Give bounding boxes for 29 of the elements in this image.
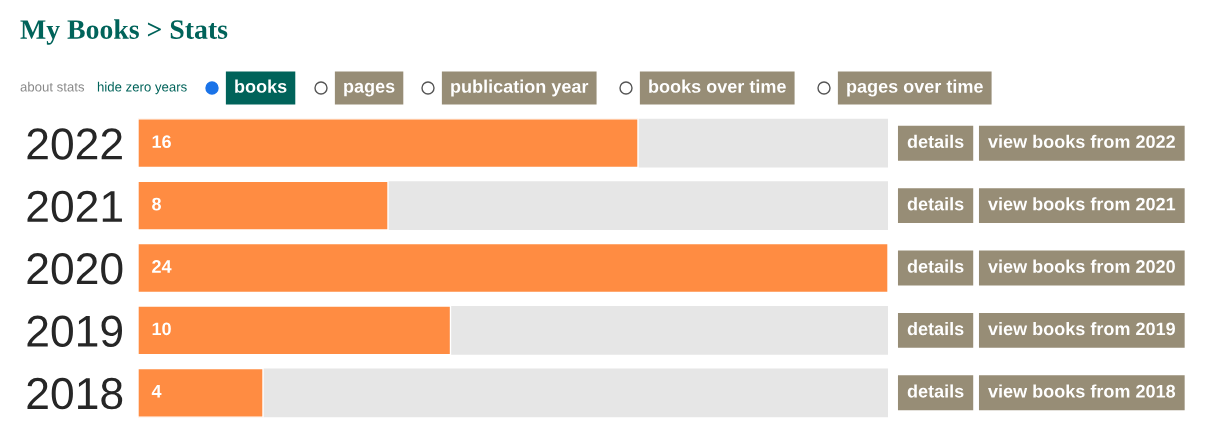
data-label: 8: [152, 197, 161, 211]
text: details: [907, 321, 964, 336]
y-tick-label: 2020: [27, 253, 123, 285]
y-tick-label: 2021: [27, 190, 122, 223]
data-label: 10: [152, 322, 171, 336]
text: pages: [344, 82, 395, 97]
data-label: 16: [152, 135, 171, 149]
text: view books from 2020: [988, 259, 1175, 273]
text: publication year: [451, 79, 589, 97]
text: details: [907, 197, 964, 211]
text: view books from 2019: [988, 321, 1175, 336]
text: details: [907, 259, 964, 273]
text: books: [235, 79, 287, 93]
text: view books from 2021: [988, 197, 1176, 211]
text: hide zero years: [97, 81, 187, 95]
text: details: [907, 384, 964, 398]
y-tick-label: 2022: [27, 128, 122, 160]
text: pages over time: [847, 79, 983, 97]
data-label: 4: [151, 385, 162, 398]
chart-title: My Books > Stats: [20, 19, 228, 45]
y-tick-label: 2019: [27, 315, 123, 347]
text: books over time: [649, 79, 786, 93]
bar: [138, 367, 264, 418]
text: view books from 2022: [988, 134, 1175, 149]
text: details: [907, 134, 964, 149]
text: view books from 2018: [988, 384, 1176, 398]
data-label: 24: [152, 260, 172, 273]
y-tick-label: 2018: [27, 377, 123, 410]
text: about stats: [20, 81, 85, 92]
